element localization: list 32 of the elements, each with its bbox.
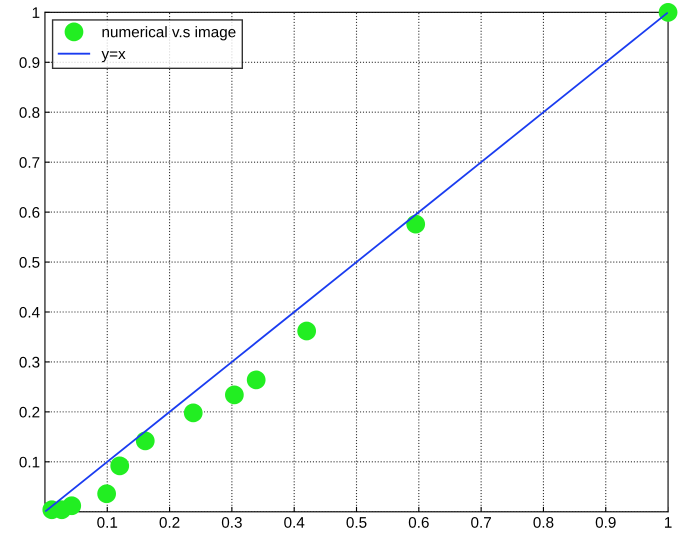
point [184, 404, 203, 422]
point [297, 322, 316, 340]
point [225, 386, 244, 404]
y-tick-label: 0.3 [19, 356, 40, 368]
legend-label: y=x [102, 50, 126, 62]
y-tick-label: 0.8 [19, 107, 40, 118]
x-tick-label: 0.7 [471, 517, 491, 528]
point [136, 431, 155, 450]
y-tick-label: 0.9 [19, 57, 40, 68]
x-tick-label: 0.1 [97, 517, 118, 528]
point [406, 214, 426, 234]
y-tick-label: 0.5 [19, 256, 40, 268]
x-tick-label: 0.3 [222, 517, 242, 528]
y-tick-label: 0.4 [19, 306, 40, 318]
point [97, 484, 116, 504]
point [658, 2, 678, 22]
point [246, 370, 266, 390]
y-tick-label: 1 [32, 7, 40, 18]
point [110, 456, 130, 476]
y-tick-label: 0.6 [19, 206, 40, 218]
x-tick-label: 0.2 [160, 517, 180, 528]
x-tick-label: 1 [664, 517, 672, 528]
point [62, 496, 82, 516]
y-tick-label: 0.7 [19, 157, 40, 168]
x-tick-label: 0.6 [408, 517, 429, 528]
y-tick-label: 0.2 [19, 406, 40, 418]
y-tick-label: 0.1 [19, 456, 40, 468]
x-tick-label: 0.5 [346, 517, 366, 528]
x-tick-label: 0.8 [533, 517, 554, 528]
x-tick-label: 0.9 [596, 517, 616, 528]
x-tick-label: 0.4 [284, 517, 304, 528]
legend-label: numerical v.s image [102, 26, 236, 40]
